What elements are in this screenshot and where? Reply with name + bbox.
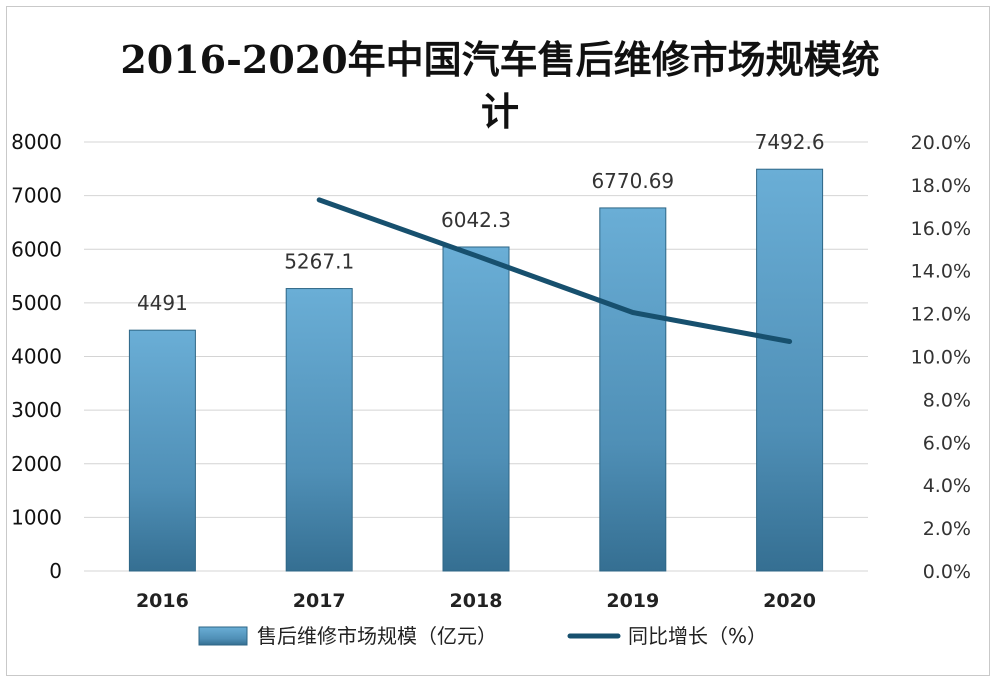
- y-left-tick-label: 3000: [11, 398, 62, 422]
- y-left-tick-label: 8000: [11, 130, 62, 154]
- y-right-tick-label: 4.0%: [923, 475, 971, 497]
- bar-data-label: 6770.69: [591, 169, 674, 193]
- chart-title: 2016-2020年中国汽车售后维修市场规模统计: [120, 37, 880, 134]
- y-right-tick-label: 14.0%: [911, 261, 971, 283]
- y-left-tick-label: 4000: [11, 345, 62, 369]
- y-right-tick-label: 16.0%: [911, 218, 971, 240]
- y-right-tick-label: 8.0%: [923, 389, 971, 411]
- y-left-tick-label: 2000: [11, 452, 62, 476]
- bar-data-label: 6042.3: [441, 208, 511, 232]
- y-left-tick-label: 1000: [11, 505, 62, 529]
- legend-line-label: 同比增长（%）: [628, 624, 767, 648]
- x-tick-label: 2018: [450, 590, 503, 612]
- y-left-tick-label: 5000: [11, 291, 62, 315]
- bar: [599, 207, 667, 572]
- x-tick-label: 2019: [606, 590, 659, 612]
- legend-bar-label: 售后维修市场规模（亿元）: [257, 624, 497, 648]
- bar: [442, 246, 510, 572]
- growth-line: [316, 197, 793, 344]
- bar-data-label: 5267.1: [284, 250, 354, 274]
- x-tick-label: 2017: [293, 590, 346, 612]
- bar: [285, 288, 353, 572]
- y-right-tick-label: 0.0%: [923, 561, 971, 583]
- y-right-tick-label: 18.0%: [911, 175, 971, 197]
- bar-data-label: 4491: [137, 291, 188, 315]
- bar-data-label: 7492.6: [755, 130, 825, 154]
- legend-bar-swatch: [198, 626, 248, 646]
- y-left-tick-label: 7000: [11, 184, 62, 208]
- y-right-tick-label: 10.0%: [911, 347, 971, 369]
- bar: [128, 329, 196, 572]
- x-tick-label: 2020: [763, 590, 816, 612]
- bar: [756, 168, 824, 572]
- y-right-tick-label: 6.0%: [923, 432, 971, 454]
- y-right-tick-label: 2.0%: [923, 518, 971, 540]
- y-left-tick-label: 6000: [11, 237, 62, 261]
- y-left-tick-label: 0: [49, 559, 62, 583]
- y-right-tick-label: 12.0%: [911, 304, 971, 326]
- y-right-tick-label: 20.0%: [911, 132, 971, 154]
- x-tick-label: 2016: [136, 590, 189, 612]
